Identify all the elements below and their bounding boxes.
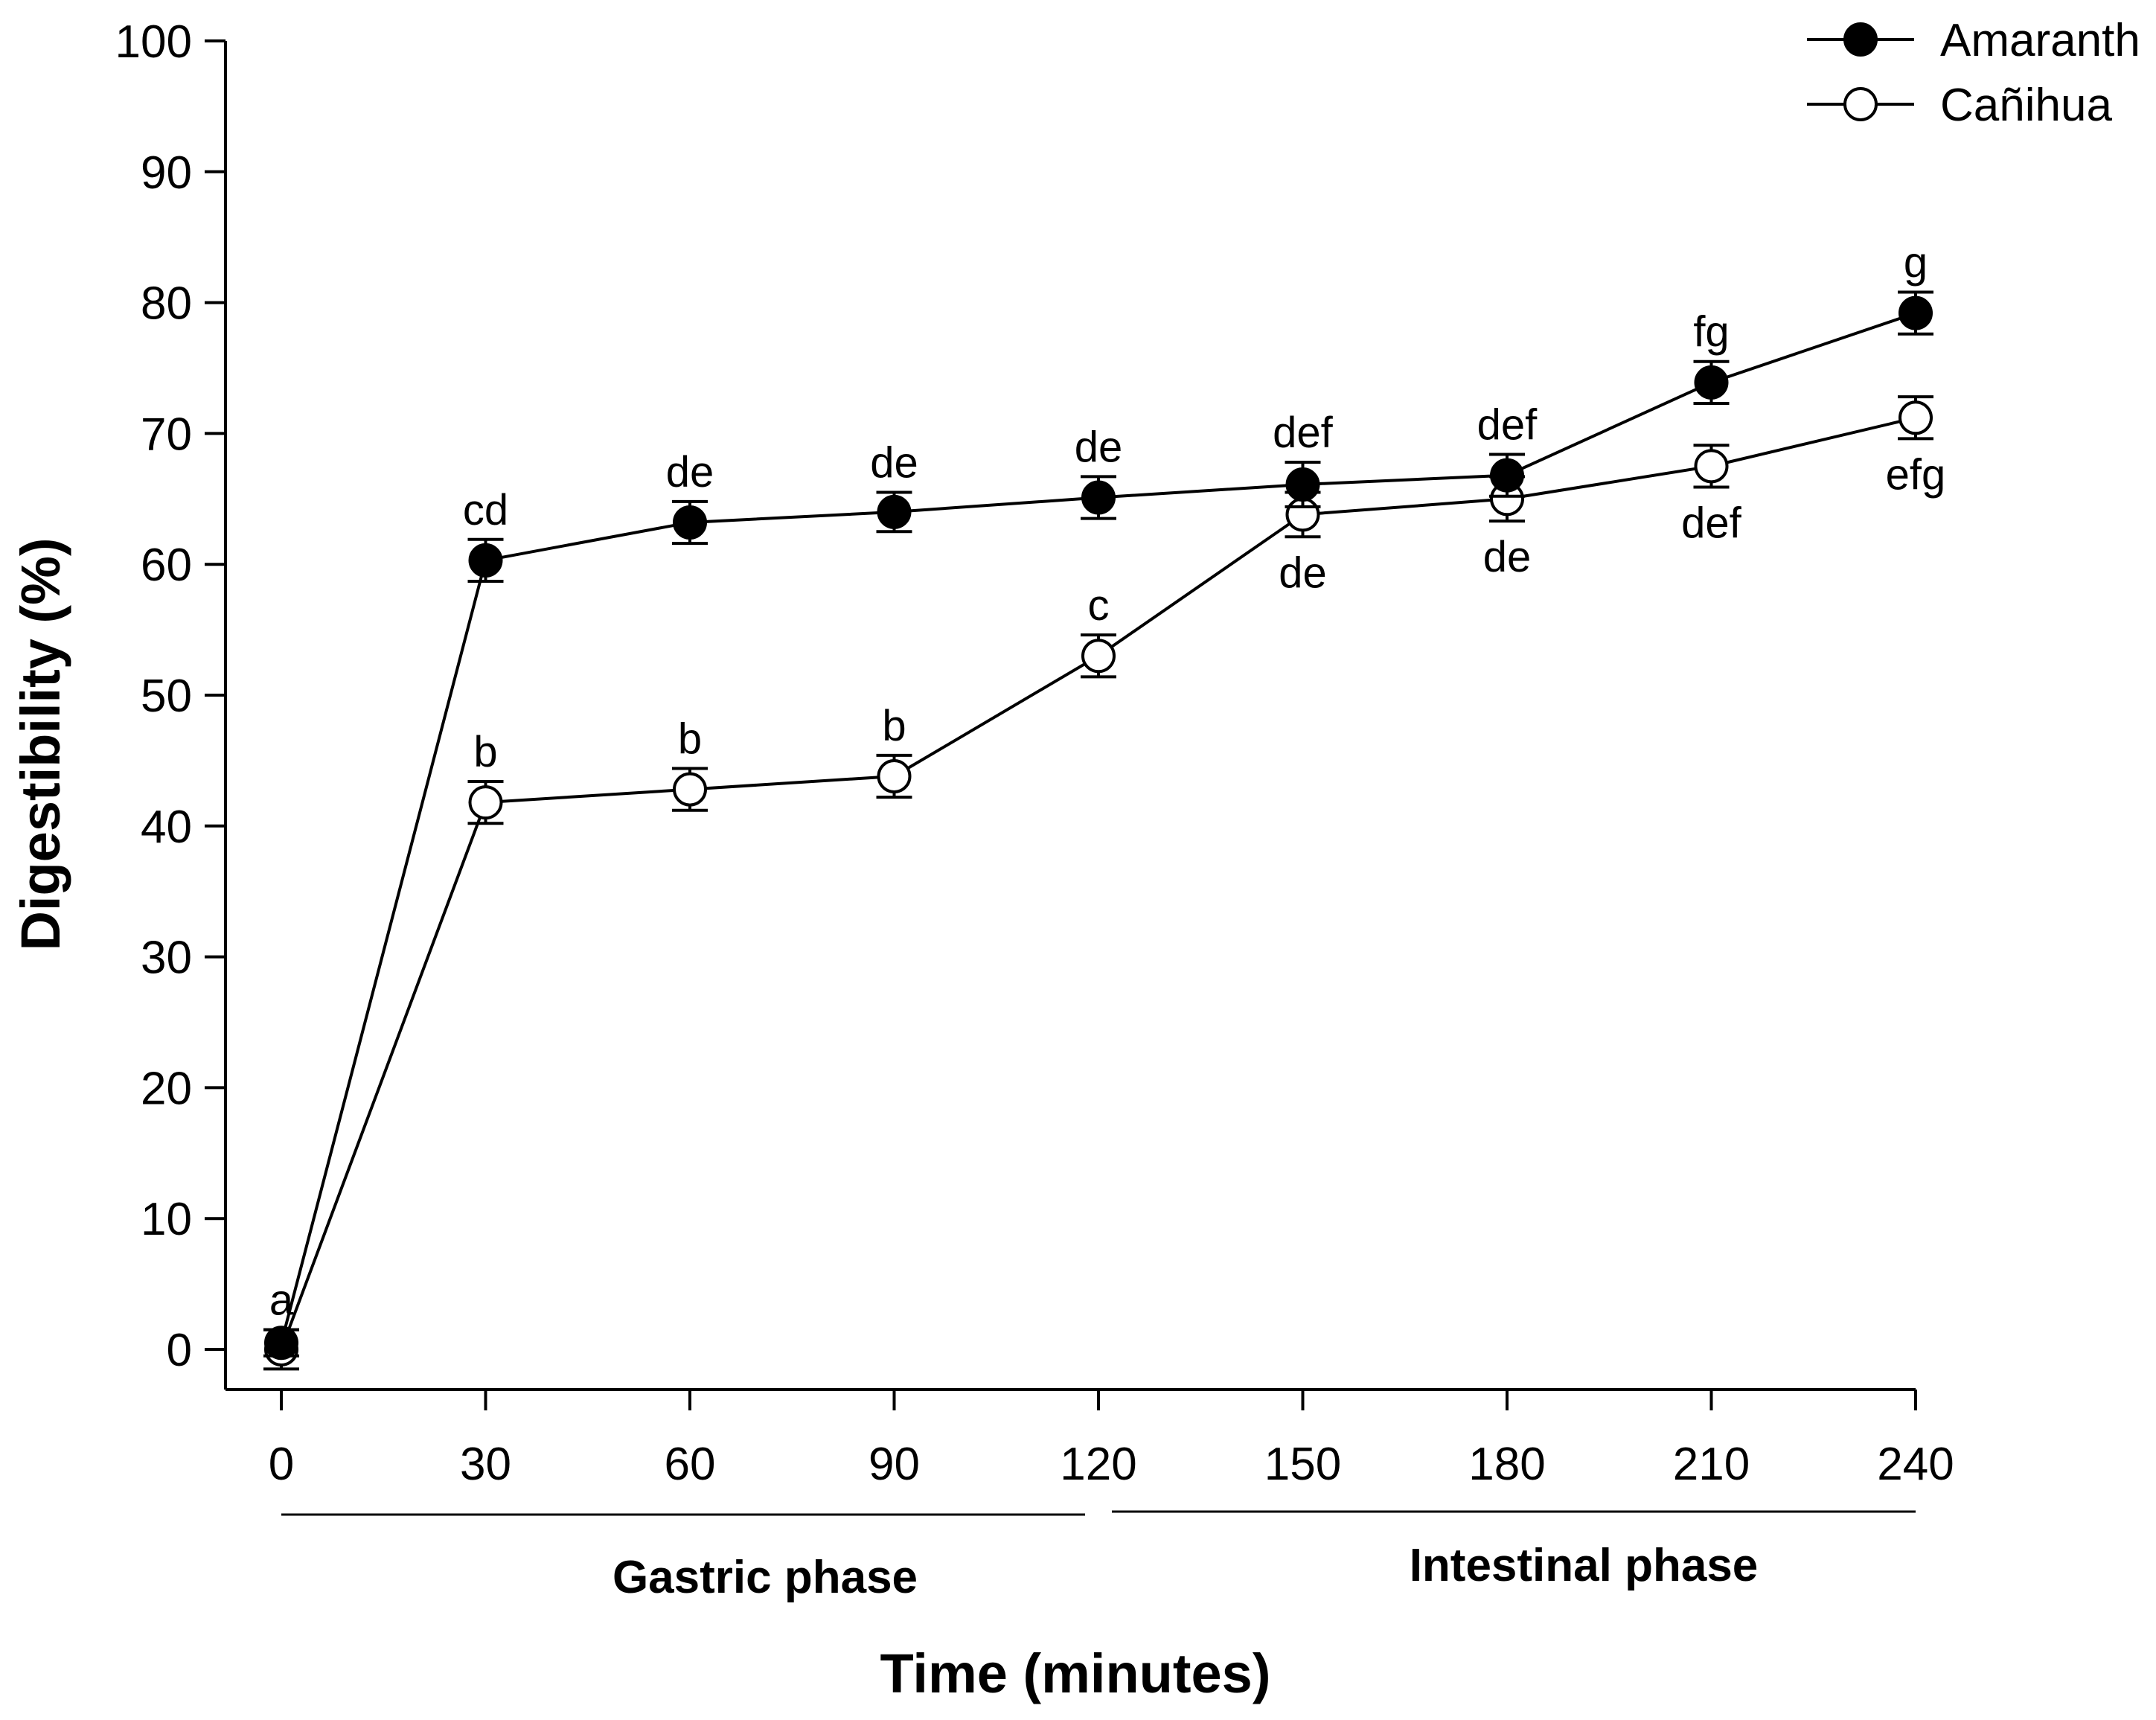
amaranth-significance-label: de	[666, 448, 714, 496]
series-layer	[263, 290, 1933, 1371]
canihua-significance-label: a	[269, 1276, 294, 1325]
canihua-significance-label: de	[1279, 549, 1327, 597]
amaranth-point	[1490, 458, 1524, 493]
amaranth-significance-label: cd	[463, 486, 508, 534]
amaranth-point	[264, 1326, 298, 1361]
x-tick-label: 30	[460, 1439, 511, 1490]
x-axis-ticks: 0 30 60 90 120 150 180 210 240	[269, 1390, 1954, 1490]
y-tick-label: 40	[141, 802, 192, 853]
legend-label: Amaranth	[1940, 15, 2140, 66]
x-tick-label: 210	[1673, 1439, 1750, 1490]
y-tick-label: 30	[141, 933, 192, 984]
amaranth-point	[1081, 480, 1116, 515]
phase-annotations: Gastric phase Intestinal phase	[281, 1510, 1916, 1603]
canihua-significance-label: b	[473, 728, 497, 776]
canihua-significance-label: de	[1483, 533, 1532, 581]
series-line	[280, 416, 1916, 1350]
canihua-point	[1081, 639, 1116, 674]
canihua-point	[673, 772, 707, 807]
x-tick-label: 180	[1468, 1439, 1545, 1490]
y-tick-label: 100	[115, 16, 192, 68]
x-tick-label: 90	[869, 1439, 920, 1490]
amaranth-significance-label: de	[870, 439, 918, 487]
amaranth-significance-label: g	[1904, 239, 1928, 287]
canihua-significance-label: b	[882, 702, 906, 750]
canihua-significance-label: b	[678, 714, 702, 763]
x-tick-label: 120	[1060, 1439, 1136, 1490]
y-tick-label: 70	[141, 409, 192, 460]
legend-item: Cañihua	[1807, 80, 2112, 131]
phase-label: Gastric phase	[612, 1552, 918, 1603]
legend: Amaranth Cañihua	[1807, 15, 2140, 131]
y-tick-label: 50	[141, 671, 192, 722]
y-tick-label: 10	[141, 1194, 192, 1245]
amaranth-significance-label: de	[1075, 423, 1123, 471]
series-amaranth	[263, 290, 1933, 1361]
canihua-point	[877, 758, 912, 793]
canihua-significance-label: efg	[1886, 450, 1946, 499]
legend-item: Amaranth	[1807, 15, 2140, 66]
canihua-point	[468, 785, 503, 820]
y-tick-label: 90	[141, 147, 192, 199]
axes	[224, 41, 1916, 1391]
y-tick-label: 60	[141, 540, 192, 591]
amaranth-point	[673, 505, 707, 540]
x-tick-label: 240	[1877, 1439, 1954, 1490]
y-tick-label: 0	[167, 1325, 192, 1376]
open-circle-icon	[1843, 87, 1878, 121]
x-tick-label: 150	[1264, 1439, 1341, 1490]
amaranth-significance-label: def	[1273, 409, 1334, 457]
y-axis-ticks: 0 10 20 30 40 50 60 70 80 90 100	[115, 16, 225, 1376]
y-tick-label: 80	[141, 278, 192, 330]
amaranth-point	[1694, 365, 1729, 400]
significance-labels: cd de de de def def fg g a b b b c de de def efg	[269, 239, 1945, 1325]
x-axis-title: Time (minutes)	[880, 1643, 1271, 1704]
x-tick-label: 0	[269, 1439, 294, 1490]
amaranth-point	[1899, 295, 1933, 330]
amaranth-significance-label: def	[1477, 401, 1538, 450]
amaranth-point	[468, 543, 503, 578]
canihua-point	[1694, 449, 1729, 484]
legend-label: Cañihua	[1940, 80, 2112, 131]
y-axis-title: Digestibility (%)	[10, 537, 71, 950]
amaranth-significance-label: fg	[1693, 308, 1729, 357]
filled-circle-icon	[1843, 22, 1878, 57]
y-tick-label: 20	[141, 1063, 192, 1114]
amaranth-point	[1285, 467, 1320, 502]
amaranth-point	[877, 494, 912, 529]
canihua-point	[1899, 400, 1933, 435]
x-tick-label: 60	[665, 1439, 716, 1490]
canihua-significance-label: c	[1088, 581, 1110, 630]
phase-label: Intestinal phase	[1410, 1540, 1759, 1591]
canihua-significance-label: def	[1681, 499, 1742, 547]
